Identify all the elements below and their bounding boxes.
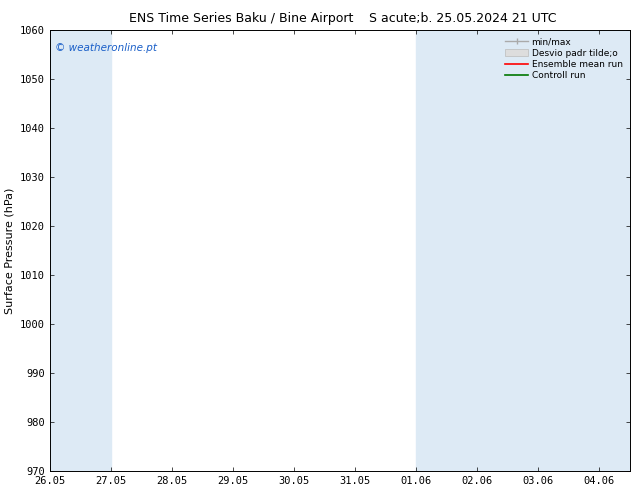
Bar [416, 30, 477, 471]
Bar [477, 30, 538, 471]
Bar [599, 30, 630, 471]
Bar [538, 30, 599, 471]
Legend: min/max, Desvio padr tilde;o, Ensemble mean run, Controll run: min/max, Desvio padr tilde;o, Ensemble m… [503, 35, 625, 83]
Text: ENS Time Series Baku / Bine Airport: ENS Time Series Baku / Bine Airport [129, 12, 353, 25]
Text: © weatheronline.pt: © weatheronline.pt [55, 44, 157, 53]
Bar [49, 30, 111, 471]
Text: S acute;b. 25.05.2024 21 UTC: S acute;b. 25.05.2024 21 UTC [369, 12, 557, 25]
Y-axis label: Surface Pressure (hPa): Surface Pressure (hPa) [4, 187, 14, 314]
